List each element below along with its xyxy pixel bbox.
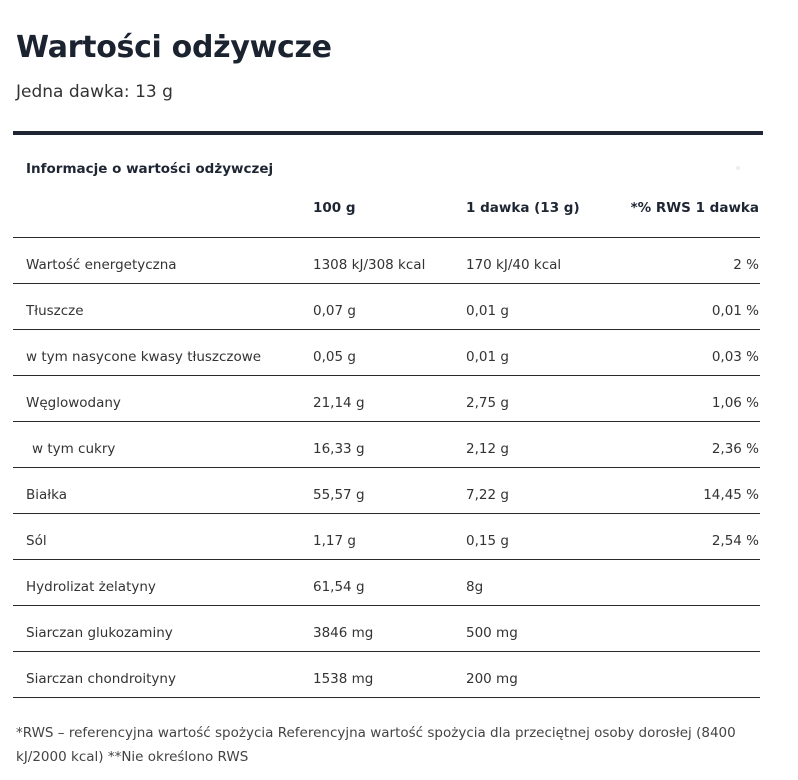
- nutrient-name: Wartość energetyczna: [26, 257, 177, 273]
- value-per-serving: 0,01 g: [466, 349, 509, 365]
- table-row: w tym nasycone kwasy tłuszczowe 0,05 g 0,0…: [13, 329, 760, 375]
- value-per-serving: 2,75 g: [466, 395, 509, 411]
- value-per-100g: 3846 mg: [313, 625, 374, 641]
- header-divider: [13, 131, 763, 135]
- value-rws: 14,45 %: [703, 487, 759, 503]
- decorative-dot: [736, 166, 740, 170]
- value-rws: 0,03 %: [711, 349, 759, 365]
- column-header-rws: *% RWS 1 dawka: [630, 200, 759, 216]
- table-row: Węglowodany 21,14 g 2,75 g 1,06 %: [13, 375, 760, 421]
- value-per-100g: 16,33 g: [313, 441, 365, 457]
- value-rws: 0,01 %: [711, 303, 759, 319]
- table-row: Tłuszcze 0,07 g 0,01 g 0,01 %: [13, 283, 760, 329]
- value-per-100g: 0,07 g: [313, 303, 356, 319]
- table-row: Siarczan chondroityny 1538 mg 200 mg: [13, 651, 760, 698]
- page-title: Wartości odżywcze: [16, 30, 332, 65]
- nutrient-name: Siarczan chondroityny: [26, 671, 176, 687]
- value-rws: 1,06 %: [711, 395, 759, 411]
- nutrient-name: Sól: [26, 533, 47, 549]
- nutrient-name: Tłuszcze: [26, 303, 84, 319]
- value-per-100g: 1538 mg: [313, 671, 374, 687]
- value-per-serving: 2,12 g: [466, 441, 509, 457]
- table-row: Sól 1,17 g 0,15 g 2,54 %: [13, 513, 760, 559]
- section-label: Informacje o wartości odżywczej: [26, 161, 274, 177]
- value-per-serving: 0,01 g: [466, 303, 509, 319]
- value-per-100g: 21,14 g: [313, 395, 365, 411]
- value-per-serving: 170 kJ/40 kcal: [466, 257, 562, 273]
- value-per-serving: 8g: [466, 579, 484, 595]
- value-per-100g: 1,17 g: [313, 533, 356, 549]
- nutrient-name: Węglowodany: [26, 395, 121, 411]
- column-header-serving: 1 dawka (13 g): [466, 200, 580, 216]
- value-per-serving: 200 mg: [466, 671, 518, 687]
- table-row: w tym cukry 16,33 g 2,12 g 2,36 %: [13, 421, 760, 467]
- value-per-serving: 500 mg: [466, 625, 518, 641]
- table-header: 100 g 1 dawka (13 g) *% RWS 1 dawka: [0, 200, 798, 220]
- value-rws: 2,54 %: [711, 533, 759, 549]
- table-row: Wartość energetyczna 1308 kJ/308 kcal 170 …: [13, 237, 760, 283]
- value-per-100g: 61,54 g: [313, 579, 365, 595]
- nutrient-name: w tym cukry: [32, 441, 116, 457]
- value-per-serving: 0,15 g: [466, 533, 509, 549]
- value-per-100g: 0,05 g: [313, 349, 356, 365]
- value-rws: 2 %: [733, 257, 759, 273]
- table-row: Hydrolizat żelatyny 61,54 g 8g: [13, 559, 760, 605]
- column-header-100g: 100 g: [313, 200, 356, 216]
- table-row: Siarczan glukozaminy 3846 mg 500 mg: [13, 605, 760, 651]
- nutrient-name: w tym nasycone kwasy tłuszczowe: [26, 349, 262, 365]
- nutrient-name: Siarczan glukozaminy: [26, 625, 173, 641]
- footnote: *RWS – referencyjna wartość spożycia Ref…: [16, 725, 736, 765]
- value-per-serving: 7,22 g: [466, 487, 509, 503]
- nutrient-name: Hydrolizat żelatyny: [26, 579, 156, 595]
- value-rws: 2,36 %: [711, 441, 759, 457]
- value-per-100g: 55,57 g: [313, 487, 365, 503]
- serving-size: Jedna dawka: 13 g: [16, 82, 173, 102]
- value-per-100g: 1308 kJ/308 kcal: [313, 257, 426, 273]
- nutrition-table: Wartość energetyczna 1308 kJ/308 kcal 170 …: [13, 237, 760, 698]
- table-row: Białka 55,57 g 7,22 g 14,45 %: [13, 467, 760, 513]
- nutrient-name: Białka: [26, 487, 67, 503]
